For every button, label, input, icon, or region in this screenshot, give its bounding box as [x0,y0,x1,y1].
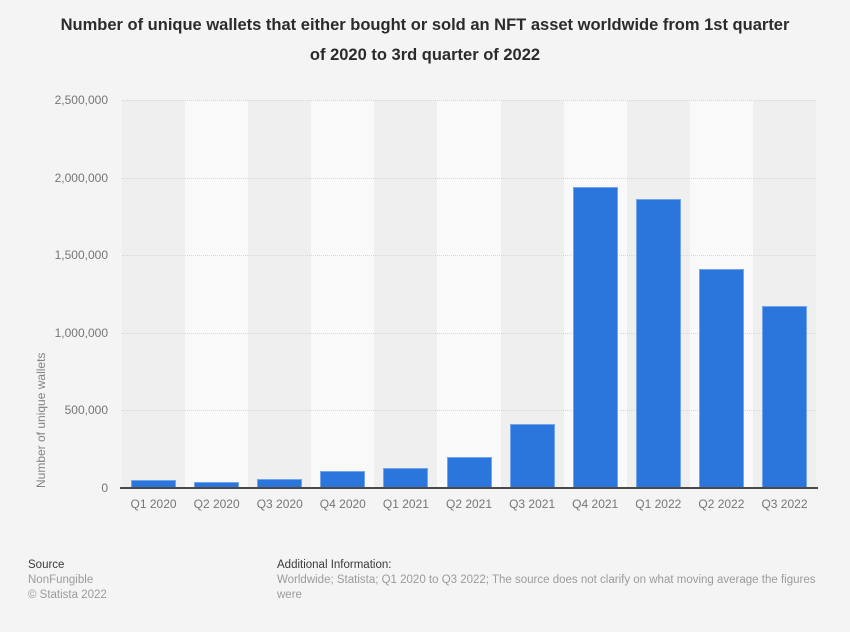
y-tick-label: 500,000 [64,403,108,418]
column-band [311,100,375,488]
bar-q1-2020[interactable] [131,479,176,488]
bar-q4-2020[interactable] [320,470,366,488]
column-band [185,100,249,488]
bar-q3-2022[interactable] [762,306,807,488]
bar-q1-2022[interactable] [635,199,681,488]
additional-info-label: Additional Information: [277,559,392,571]
bar-q1-2021[interactable] [383,468,429,488]
y-axis-ticks: 0 500,000 1,000,000 1,500,000 2,000,000 2,500… [0,93,108,495]
y-tick-label: 2,000,000 [54,170,108,185]
bar-q2-2021[interactable] [446,457,492,488]
x-tick-label: Q1 2020 [130,497,177,511]
bar-q4-2021[interactable] [572,186,618,488]
x-axis-line [120,487,818,489]
x-tick-label: Q2 2020 [193,497,240,511]
copyright: © Statista 2022 [28,589,107,601]
y-tick-label: 1,000,000 [54,325,108,340]
bar-q2-2022[interactable] [698,269,744,488]
x-tick-label: Q4 2020 [319,497,366,511]
gridline [122,255,816,257]
gridline [122,177,816,179]
bar-q2-2020[interactable] [194,481,240,488]
y-tick-label: 2,500,000 [54,93,108,107]
chart-title: Number of unique wallets that either bou… [60,16,790,64]
bar-q3-2020[interactable] [257,479,303,488]
source-name: NonFungible [28,574,94,586]
additional-info-block: Additional Information: Worldwide; Stati… [277,558,827,603]
source-block: Source NonFungible © Statista 2022 [28,558,107,603]
x-tick-label: Q3 2021 [509,497,556,511]
x-tick-label: Q1 2021 [382,497,429,511]
column-band [500,100,564,488]
plot-area [120,100,818,489]
y-tick-label: 1,500,000 [54,248,108,263]
column-band [248,100,312,488]
gridline [122,332,816,334]
column-band [437,100,501,488]
bar-q3-2021[interactable] [509,424,555,488]
x-tick-label: Q3 2020 [256,497,303,511]
x-tick-label: Q1 2022 [635,497,682,511]
x-tick-label: Q2 2022 [698,497,745,511]
column-band [374,100,438,488]
column-band [122,100,186,488]
source-label: Source [28,559,65,571]
y-tick-label: 0 [101,481,108,495]
gridline [122,410,816,412]
additional-info-text: Worldwide; Statista; Q1 2020 to Q3 2022;… [277,574,816,601]
x-axis-labels: Q1 2020 Q2 2020 Q3 2020 Q4 2020 Q1 2021 Q2 20… [122,497,816,511]
gridline [122,100,816,101]
x-tick-label: Q4 2021 [572,497,619,511]
x-tick-label: Q3 2022 [761,497,808,511]
x-tick-label: Q2 2021 [445,497,493,511]
